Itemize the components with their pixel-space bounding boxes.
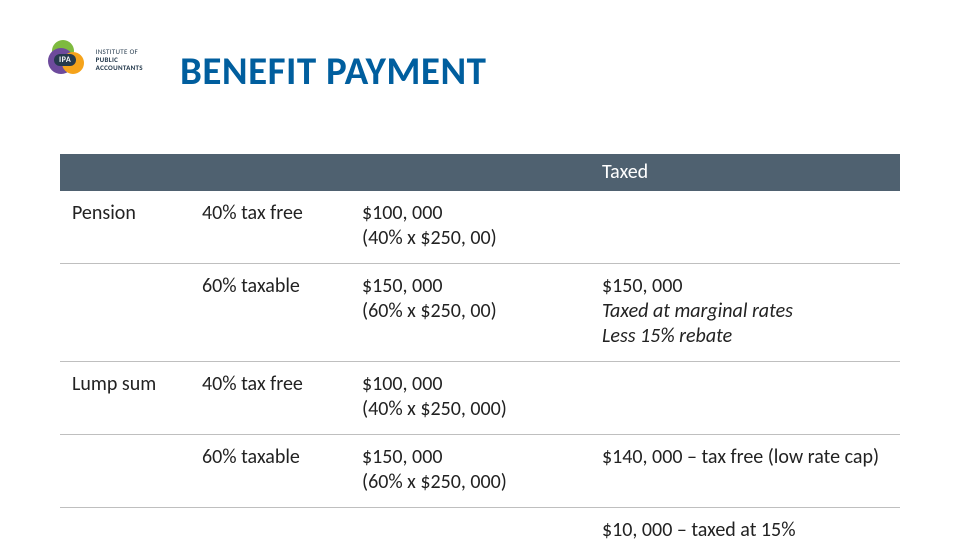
table-row: 60% taxable $150, 000 (60% x $250, 00) $… [60,264,900,362]
cell-amount: $150, 000 (60% x $250, 00) [350,264,590,362]
cell-taxed-line1: $10, 000 – taxed at 15% [602,518,888,543]
cell-taxed [590,191,900,264]
cell-type: Pension [60,191,190,264]
cell-amount-line2: (60% x $250, 00) [362,299,578,324]
table: Taxed Pension 40% tax free $100, 000 (40… [60,154,900,555]
cell-taxed-line2: Taxed at marginal rates [602,299,888,324]
table-header-row: Taxed [60,154,900,191]
cell-amount-line1: $150, 000 [362,445,578,470]
logo-line3: ACCOUNTANTS [96,63,143,72]
col-header-taxed: Taxed [590,154,900,191]
cell-taxed-line3: Less 15% rebate [602,324,888,349]
cell-amount-line2: (60% x $250, 000) [362,470,578,495]
cell-type [60,435,190,508]
cell-amount: $100, 000 (40% x $250, 00) [350,191,590,264]
cell-type: Lump sum [60,362,190,435]
table-row: 60% taxable $150, 000 (60% x $250, 000) … [60,435,900,508]
table-row: Lump sum 40% tax free $100, 000 (40% x $… [60,362,900,435]
logo-mark: IPA [48,40,88,80]
cell-taxed: $140, 000 – tax free (low rate cap) [590,435,900,508]
cell-split: 40% tax free [190,191,350,264]
col-header-1 [60,154,190,191]
cell-taxed: $10, 000 – taxed at 15% [590,508,900,555]
logo-wordmark: INSTITUTE OF PUBLIC ACCOUNTANTS [96,48,143,72]
cell-split: 60% taxable [190,264,350,362]
cell-amount: $100, 000 (40% x $250, 000) [350,362,590,435]
cell-taxed-line1: $140, 000 – tax free (low rate cap) [602,445,888,470]
cell-taxed-line1: $150, 000 [602,274,888,299]
logo-ipa-text: IPA [54,54,76,66]
cell-amount-line2: (40% x $250, 00) [362,226,578,251]
cell-split: 40% tax free [190,362,350,435]
cell-amount-line1: $150, 000 [362,274,578,299]
cell-amount [350,508,590,555]
cell-amount-line1: $100, 000 [362,201,578,226]
cell-split [190,508,350,555]
cell-taxed [590,362,900,435]
table-row: Pension 40% tax free $100, 000 (40% x $2… [60,191,900,264]
cell-amount-line1: $100, 000 [362,372,578,397]
cell-type [60,508,190,555]
col-header-3 [350,154,590,191]
page-title: BENEFIT PAYMENT [180,48,486,95]
benefit-table: Taxed Pension 40% tax free $100, 000 (40… [60,154,900,555]
table-row: $10, 000 – taxed at 15% [60,508,900,555]
ipa-logo: IPA INSTITUTE OF PUBLIC ACCOUNTANTS [48,40,148,92]
cell-amount-line2: (40% x $250, 000) [362,397,578,422]
cell-taxed: $150, 000 Taxed at marginal rates Less 1… [590,264,900,362]
cell-type [60,264,190,362]
cell-amount: $150, 000 (60% x $250, 000) [350,435,590,508]
cell-split: 60% taxable [190,435,350,508]
col-header-2 [190,154,350,191]
